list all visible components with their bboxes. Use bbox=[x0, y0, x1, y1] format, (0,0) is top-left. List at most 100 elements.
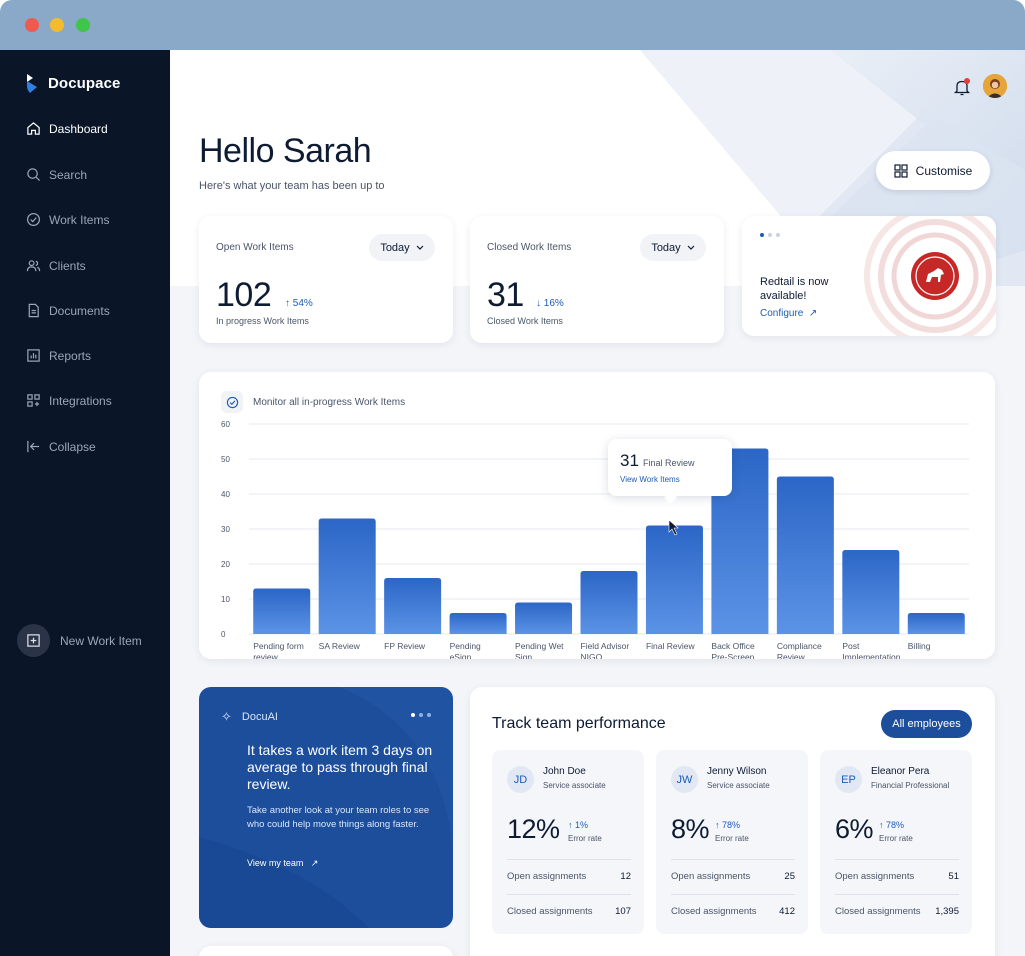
sidebar-item-collapse[interactable]: Collapse bbox=[26, 439, 96, 454]
divider bbox=[835, 859, 959, 860]
open-period-dropdown[interactable]: Today bbox=[369, 234, 435, 261]
x-category-label: eSign bbox=[450, 652, 472, 659]
open-work-items-title: Open Work Items bbox=[216, 242, 294, 253]
open-work-items-label: In progress Work Items bbox=[216, 316, 309, 326]
employee-avatar: JD bbox=[507, 766, 534, 793]
promo-pagination[interactable] bbox=[760, 233, 780, 237]
window-minimize-button[interactable] bbox=[50, 18, 64, 32]
tooltip-view-link[interactable]: View Work Items bbox=[620, 475, 680, 484]
x-category-label: Back Office bbox=[711, 641, 755, 651]
arrow-up-right-icon: ↗ bbox=[305, 858, 319, 868]
x-category-label: Compliance bbox=[777, 641, 822, 651]
promo-configure-link[interactable]: Configure ↗ bbox=[760, 308, 817, 319]
sidebar-item-work-items[interactable]: Work Items bbox=[26, 212, 109, 227]
x-category-label: Implementation bbox=[842, 652, 900, 659]
integration-promo-card: Redtail is now available! Configure ↗ bbox=[742, 216, 996, 336]
x-category-label: Post bbox=[842, 641, 860, 651]
sidebar-item-integrations[interactable]: Integrations bbox=[26, 393, 112, 408]
all-employees-button[interactable]: All employees bbox=[881, 710, 972, 738]
employee-error-rate: 12% bbox=[507, 814, 560, 844]
customise-label: Customise bbox=[915, 163, 973, 178]
chart-bar[interactable] bbox=[580, 571, 638, 634]
collapse-icon bbox=[27, 440, 40, 453]
sidebar-item-label: Integrations bbox=[49, 393, 112, 408]
new-work-item-circle bbox=[17, 624, 50, 657]
sidebar-item-reports[interactable]: Reports bbox=[26, 348, 91, 363]
closed-assignments-value: 1,395 bbox=[935, 906, 959, 917]
employee-role: Financial Professional bbox=[871, 781, 950, 790]
arrow-up-icon: ↑ bbox=[285, 298, 290, 309]
open-work-items-value: 102 bbox=[216, 276, 272, 314]
x-category-label: Review bbox=[777, 652, 806, 659]
sidebar-item-documents[interactable]: Documents bbox=[26, 303, 110, 318]
page-title: Hello Sarah bbox=[199, 132, 372, 170]
x-category-label: Pre-Screen bbox=[711, 652, 754, 659]
layout-grid-icon bbox=[894, 163, 908, 178]
employee-rate-label: Error rate bbox=[715, 834, 749, 843]
employee-rate-label: Error rate bbox=[568, 834, 602, 843]
closed-period-label: Today bbox=[651, 241, 681, 254]
closed-work-items-card: Closed Work Items Today 31 ↓ 16% Closed … bbox=[470, 216, 724, 343]
employee-avatar: EP bbox=[835, 766, 862, 793]
new-work-item-label: New Work Item bbox=[60, 633, 142, 648]
closed-period-dropdown[interactable]: Today bbox=[640, 234, 706, 261]
closed-change-value: 16% bbox=[543, 298, 564, 309]
chart-bar[interactable] bbox=[449, 613, 507, 634]
home-icon bbox=[27, 122, 40, 135]
closed-assignments-label: Closed assignments bbox=[507, 906, 593, 917]
employee-card-john-doe[interactable]: JD John Doe Service associate 12% ↑ 1% E… bbox=[492, 750, 644, 934]
user-avatar[interactable] bbox=[983, 74, 1007, 98]
notification-bell-icon[interactable] bbox=[953, 77, 971, 97]
closed-work-items-label: Closed Work Items bbox=[487, 316, 563, 326]
x-category-label: Sign bbox=[515, 652, 532, 659]
customise-button[interactable]: Customise bbox=[876, 151, 990, 190]
chart-bar[interactable] bbox=[842, 550, 900, 634]
docuai-title: DocuAI bbox=[241, 711, 278, 723]
employee-name: John Doe bbox=[543, 766, 586, 777]
sidebar-item-search[interactable]: Search bbox=[26, 167, 87, 182]
users-icon bbox=[26, 260, 41, 272]
chart-bar[interactable] bbox=[384, 578, 442, 634]
docupace-logo-icon bbox=[27, 74, 37, 93]
open-assignments-value: 12 bbox=[620, 871, 631, 882]
chart-tooltip: 31 Final Review View Work Items bbox=[608, 439, 732, 496]
window-maximize-button[interactable] bbox=[76, 18, 90, 32]
chart-bar[interactable] bbox=[776, 476, 834, 635]
y-tick-label: 50 bbox=[221, 455, 230, 464]
employee-rate-change: ↑ 1% bbox=[568, 820, 588, 830]
chart-bar[interactable] bbox=[645, 525, 703, 635]
employee-card-jenny-wilson[interactable]: JW Jenny Wilson Service associate 8% ↑ 7… bbox=[656, 750, 808, 934]
chart-bar[interactable] bbox=[253, 588, 311, 635]
chart-bar[interactable] bbox=[515, 602, 573, 635]
x-category-label: Pending form bbox=[253, 641, 304, 651]
x-category-label: Pending bbox=[450, 641, 481, 651]
check-circle-icon bbox=[26, 212, 41, 227]
chart-bar[interactable] bbox=[907, 613, 965, 634]
closed-work-items-value: 31 bbox=[487, 276, 524, 314]
team-performance-card: Track team performance All employees JD … bbox=[470, 687, 995, 956]
docuai-pagination[interactable] bbox=[411, 713, 431, 717]
chart-header-icon bbox=[221, 391, 243, 413]
open-assignments-value: 51 bbox=[948, 871, 959, 882]
tooltip-value: 31 bbox=[620, 451, 639, 470]
chart-bar[interactable] bbox=[318, 518, 376, 635]
arrow-up-right-icon: ↗ bbox=[806, 308, 818, 319]
brand[interactable]: Docupace bbox=[24, 72, 121, 94]
docuai-headline: It takes a work item 3 days on average t… bbox=[247, 742, 433, 792]
view-my-team-link[interactable]: View my team ↗ bbox=[247, 858, 318, 869]
work-items-chart-card: Monitor all in-progress Work Items 0 10 20… bbox=[199, 372, 995, 659]
docuai-header: ✧ DocuAI bbox=[221, 709, 278, 725]
avatar-icon bbox=[983, 74, 1007, 98]
window-close-button[interactable] bbox=[25, 18, 39, 32]
employee-error-rate: 8% bbox=[671, 814, 710, 844]
docuai-body: Take another look at your team roles to … bbox=[247, 805, 430, 830]
tooltip-label: Final Review bbox=[643, 458, 695, 468]
employee-rate-change-value: 78% bbox=[886, 820, 905, 830]
sidebar-item-clients[interactable]: Clients bbox=[26, 258, 86, 273]
employee-card-eleanor-pera[interactable]: EP Eleanor Pera Financial Professional 6… bbox=[820, 750, 972, 934]
new-work-item-button[interactable]: New Work Item bbox=[17, 624, 142, 657]
sidebar-item-dashboard[interactable]: Dashboard bbox=[26, 121, 108, 136]
divider bbox=[671, 859, 795, 860]
docuai-insight-card: ✧ DocuAI It takes a work item 3 days on … bbox=[199, 687, 453, 928]
